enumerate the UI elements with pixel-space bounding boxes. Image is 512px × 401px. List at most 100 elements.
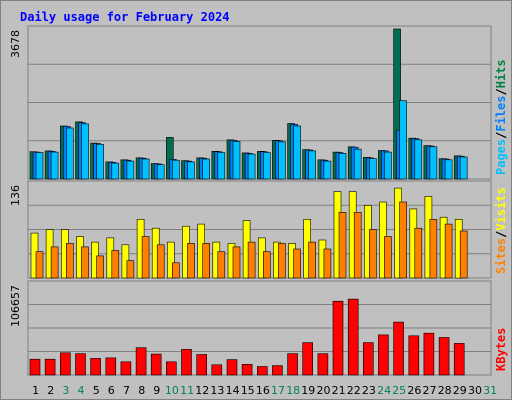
bar-kbytes-day-25 <box>393 321 404 376</box>
bar-pages-day-21 <box>338 153 347 180</box>
bar-sites-day-23 <box>368 229 377 279</box>
bar-pages-day-23 <box>368 158 377 180</box>
x-tick-label: 27 <box>423 384 437 397</box>
bar-kbytes-day-5 <box>90 358 101 376</box>
bar-sites-day-24 <box>384 236 392 279</box>
bar-kbytes-day-18 <box>287 353 298 376</box>
bar-sites-day-28 <box>444 223 453 279</box>
panel-legend: Pages/Files/Hits <box>494 59 508 175</box>
bar-pages-day-29 <box>459 156 468 180</box>
y-max-label: 136 <box>9 185 22 206</box>
chart-title: Daily usage for February 2024 <box>20 10 230 24</box>
x-tick-label: 1 <box>32 384 39 397</box>
bar-pages-day-4 <box>81 123 89 180</box>
bar-kbytes-day-12 <box>196 354 207 376</box>
bar-sites-day-26 <box>414 227 423 279</box>
legend-label: Sites <box>494 238 508 274</box>
bar-pages-day-11 <box>187 161 195 180</box>
bar-sites-day-3 <box>66 243 74 279</box>
bar-sites-day-9 <box>156 244 165 279</box>
x-tick-label: 30 <box>468 384 482 397</box>
bar-pages-day-13 <box>217 152 226 180</box>
bar-sites-day-7 <box>126 260 135 279</box>
x-tick-label: 6 <box>108 384 115 397</box>
x-tick-label: 28 <box>438 384 452 397</box>
bar-pages-day-16 <box>262 152 271 180</box>
panel-legend: KBytes <box>494 328 508 371</box>
bar-kbytes-day-13 <box>211 364 223 376</box>
bar-sites-day-22 <box>353 212 362 279</box>
legend-label: Pages <box>494 139 508 175</box>
bar-pages-day-9 <box>156 164 165 180</box>
legend-label: KBytes <box>494 328 508 371</box>
bar-sites-day-19 <box>308 241 317 279</box>
bar-kbytes-day-16 <box>256 366 268 376</box>
bar-pages-day-28 <box>444 159 453 180</box>
bar-kbytes-day-6 <box>105 357 117 376</box>
x-tick-label: 17 <box>271 384 285 397</box>
bar-pages-day-19 <box>308 150 317 180</box>
bar-pages-day-6 <box>111 162 120 180</box>
bar-sites-day-16 <box>262 251 271 279</box>
bar-pages-day-20 <box>323 160 332 180</box>
bar-kbytes-day-1 <box>29 358 41 376</box>
panel-kbytes: 106657 KBytes <box>9 280 508 376</box>
bar-sites-day-15 <box>247 241 256 279</box>
x-tick-label: 13 <box>210 384 224 397</box>
bar-sites-day-8 <box>141 236 150 279</box>
bar-sites-day-29 <box>459 230 468 279</box>
panels-layer: 3678 Pages/Files/Hits 136 Sites/Visits 10665… <box>9 25 508 376</box>
x-tick-label: 9 <box>153 384 160 397</box>
x-axis: 1 2 3 4 5 6 7 8 9 10 11 12 13 14 15 16 17 18 19 20 21 22 23 24 2… <box>32 384 497 397</box>
y-max-label: 3678 <box>9 30 22 58</box>
x-tick-label: 29 <box>453 384 467 397</box>
x-tick-label: 7 <box>123 384 130 397</box>
x-tick-label: 15 <box>241 384 255 397</box>
x-tick-label: 31 <box>483 384 497 397</box>
panel-legend: Sites/Visits <box>494 187 508 274</box>
x-tick-label: 26 <box>407 384 421 397</box>
legend-label: / <box>494 231 508 238</box>
bar-pages-day-15 <box>247 153 256 180</box>
bar-sites-day-14 <box>232 246 241 279</box>
bar-pages-day-22 <box>353 148 362 180</box>
bar-sites-day-18 <box>293 248 301 279</box>
bar-kbytes-day-20 <box>317 353 329 376</box>
bar-pages-day-2 <box>50 151 59 180</box>
bar-kbytes-day-17 <box>272 365 283 376</box>
x-tick-label: 20 <box>317 384 331 397</box>
x-tick-label: 8 <box>138 384 145 397</box>
x-tick-label: 10 <box>165 384 179 397</box>
bar-kbytes-day-11 <box>181 349 192 376</box>
bar-kbytes-day-24 <box>378 334 389 376</box>
x-tick-label: 16 <box>256 384 270 397</box>
bar-kbytes-day-2 <box>44 358 56 376</box>
legend-label: Files <box>494 96 508 132</box>
bar-kbytes-day-14 <box>226 359 238 376</box>
bar-kbytes-day-19 <box>302 342 314 376</box>
bar-kbytes-day-7 <box>120 361 132 376</box>
bar-pages-day-27 <box>429 146 438 180</box>
x-tick-label: 19 <box>301 384 315 397</box>
bar-kbytes-day-4 <box>75 353 86 376</box>
bar-pages-day-3 <box>66 127 74 180</box>
bar-pages-day-5 <box>96 144 104 180</box>
bar-pages-day-14 <box>232 141 241 180</box>
x-tick-label: 24 <box>377 384 391 397</box>
x-tick-label: 12 <box>195 384 209 397</box>
bar-kbytes-day-26 <box>408 335 420 376</box>
legend-label: Visits <box>494 187 508 230</box>
panel-visits-sites: 136 Sites/Visits <box>9 180 508 279</box>
x-tick-label: 23 <box>362 384 376 397</box>
bar-kbytes-day-9 <box>150 353 162 376</box>
bar-pages-day-12 <box>202 158 210 180</box>
bar-sites-day-5 <box>96 255 104 279</box>
bar-sites-day-6 <box>111 250 120 279</box>
bar-visits-day-10 <box>167 241 175 279</box>
bar-sites-day-13 <box>217 251 226 279</box>
bar-pages-day-25 <box>399 100 407 180</box>
x-tick-label: 14 <box>226 384 240 397</box>
bar-sites-day-25 <box>399 201 407 279</box>
